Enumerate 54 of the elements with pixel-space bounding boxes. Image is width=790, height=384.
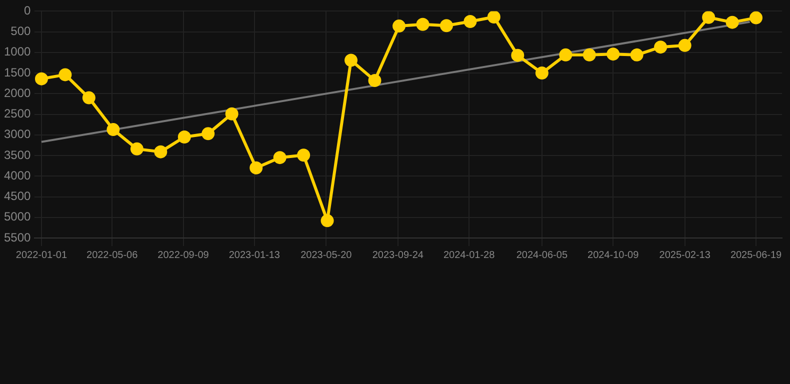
y-tick-label: 5000 <box>4 210 32 224</box>
point <box>630 48 644 62</box>
point <box>320 214 334 228</box>
x-tick-label: 2025-02-13 <box>659 250 711 261</box>
x-tick-label: 2023-05-20 <box>300 250 352 261</box>
x-tick-label: 2024-06-05 <box>516 250 568 261</box>
y-tick-label: 3500 <box>4 148 32 162</box>
x-tick-label: 2024-10-09 <box>588 250 640 261</box>
point <box>464 15 477 28</box>
x-tick-label: 2022-05-06 <box>86 250 138 261</box>
point <box>82 91 96 104</box>
point <box>58 68 72 82</box>
point <box>702 11 716 24</box>
y-tick-label: 4000 <box>4 168 32 182</box>
point <box>487 11 500 24</box>
y-tick-label: 1500 <box>4 65 32 80</box>
x-tick-label: 2024-01-28 <box>443 250 496 261</box>
y-tick-label: 1000 <box>4 44 32 59</box>
x-tick-label: 2025-06-19 <box>730 250 782 261</box>
point <box>202 127 215 140</box>
x-tick-label: 2023-01-13 <box>228 250 280 261</box>
point <box>273 151 286 164</box>
point <box>726 16 739 29</box>
point <box>130 142 144 156</box>
point <box>178 130 191 144</box>
y-tick-label: 2500 <box>4 106 32 121</box>
point <box>582 48 596 62</box>
x-tick-label: 2023-09-24 <box>372 250 424 261</box>
point <box>368 74 382 87</box>
x-tick-label: 2022-09-09 <box>158 250 210 261</box>
point <box>34 72 48 86</box>
point <box>750 11 763 24</box>
y-tick-label: 0 <box>24 4 32 18</box>
point <box>250 161 263 174</box>
point <box>225 107 238 120</box>
point <box>416 18 430 31</box>
point <box>559 48 572 62</box>
x-tick-label: 2022-01-01 <box>16 250 68 261</box>
point <box>392 20 406 33</box>
point <box>511 48 524 62</box>
point <box>654 40 668 54</box>
point <box>606 48 620 61</box>
point <box>297 148 310 162</box>
point <box>154 145 168 158</box>
point <box>535 66 548 80</box>
point <box>678 38 692 52</box>
point <box>440 19 453 32</box>
y-tick-label: 3000 <box>4 127 32 142</box>
y-tick-label: 500 <box>10 24 32 38</box>
y-tick-label: 5500 <box>4 230 32 244</box>
point <box>106 123 120 136</box>
y-tick-label: 4500 <box>4 189 32 204</box>
y-tick-label: 2000 <box>4 86 32 100</box>
point <box>344 54 358 67</box>
